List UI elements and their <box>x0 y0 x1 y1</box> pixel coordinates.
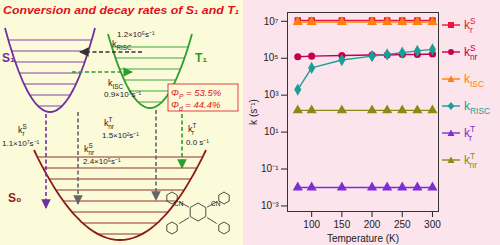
svg-text:10¹: 10¹ <box>264 126 279 137</box>
svg-text:kRISC: kRISC <box>112 39 132 51</box>
svg-text:10⁷: 10⁷ <box>264 16 279 27</box>
svg-text:200: 200 <box>364 219 381 230</box>
svg-text:Temperature (K): Temperature (K) <box>327 233 399 244</box>
svg-text:kSr: kSr <box>18 123 27 136</box>
svg-text:100: 100 <box>303 219 320 230</box>
svg-text:0.9×10⁷s⁻¹: 0.9×10⁷s⁻¹ <box>104 90 142 99</box>
svg-text:10⁻¹: 10⁻¹ <box>261 163 279 174</box>
svg-text:kTnr: kTnr <box>464 151 477 169</box>
svg-text:10⁵: 10⁵ <box>263 52 278 63</box>
svg-text:S₀: S₀ <box>8 191 21 205</box>
svg-text:250: 250 <box>394 219 411 230</box>
svg-text:kRISC: kRISC <box>464 99 490 116</box>
svg-text:kTr: kTr <box>188 122 197 135</box>
svg-text:0.0 s⁻¹: 0.0 s⁻¹ <box>186 138 209 147</box>
svg-text:S₁: S₁ <box>2 51 15 65</box>
svg-text:CN: CN <box>211 200 221 207</box>
svg-text:kSnr: kSnr <box>464 43 478 61</box>
svg-text:Conversion and decay rates of: Conversion and decay rates of S₁ and T₁ <box>3 4 239 16</box>
svg-text:kISC: kISC <box>108 78 123 90</box>
svg-text:1.2×10⁵s⁻¹: 1.2×10⁵s⁻¹ <box>117 30 155 39</box>
svg-text:kSr: kSr <box>464 16 476 34</box>
svg-text:10³: 10³ <box>264 89 279 100</box>
svg-text:kTnr: kTnr <box>104 116 114 129</box>
svg-text:kISC: kISC <box>464 72 484 89</box>
svg-text:Φd = 44.4%: Φd = 44.4% <box>171 99 221 112</box>
svg-text:kSnr: kSnr <box>84 142 94 155</box>
svg-text:1.1×10⁷s⁻¹: 1.1×10⁷s⁻¹ <box>2 139 40 148</box>
svg-text:kTr: kTr <box>464 124 475 142</box>
svg-text:T₁: T₁ <box>195 51 207 65</box>
svg-text:k (s⁻¹): k (s⁻¹) <box>248 99 259 125</box>
svg-text:150: 150 <box>334 219 351 230</box>
svg-text:300: 300 <box>424 219 441 230</box>
svg-text:ΦP = 53.5%: ΦP = 53.5% <box>171 87 222 100</box>
svg-text:CN: CN <box>174 200 184 207</box>
svg-text:2.4×10⁵s⁻¹: 2.4×10⁵s⁻¹ <box>83 157 121 166</box>
svg-text:1.5×10²s⁻¹: 1.5×10²s⁻¹ <box>102 131 139 140</box>
svg-text:10⁻³: 10⁻³ <box>261 200 279 211</box>
